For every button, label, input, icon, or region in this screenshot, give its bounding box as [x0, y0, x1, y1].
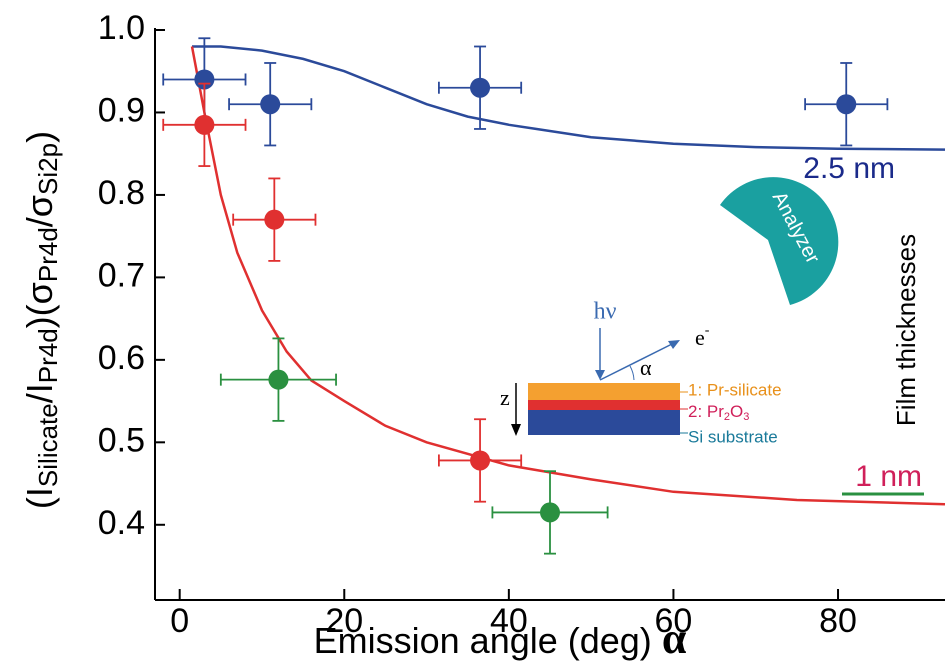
- arrow-head: [595, 370, 605, 380]
- x-tick-label: 20: [325, 602, 363, 640]
- point: [470, 77, 491, 98]
- y-label-part: )(σ: [19, 282, 60, 328]
- y-label-part: Pr4d: [33, 328, 63, 383]
- y-tick-label: 0.4: [98, 504, 145, 542]
- layer-3: [528, 410, 680, 435]
- point: [836, 94, 857, 115]
- y-label-part: Si2p: [33, 143, 63, 195]
- y-tick-label: 0.8: [98, 174, 145, 212]
- electron-label: e-: [695, 323, 710, 350]
- electron-arrow: [599, 341, 677, 381]
- point: [260, 94, 281, 115]
- y-label-part: Silicate: [33, 403, 63, 487]
- x-tick-label: 80: [819, 602, 857, 640]
- x-tick-label: 60: [655, 602, 693, 640]
- y-label-part: (I: [19, 487, 60, 509]
- fit-line: [192, 45, 946, 151]
- analyzer-icon: [720, 177, 839, 305]
- x-tick-label: 40: [490, 602, 528, 640]
- y-label-part: /I: [19, 383, 60, 403]
- series-label: 1 nm: [855, 460, 922, 493]
- y-tick-label: 0.6: [98, 339, 145, 377]
- layer-label: 2: Pr2O3: [688, 402, 749, 422]
- layer-label: Si substrate: [688, 427, 778, 446]
- layer-2: [528, 400, 680, 410]
- y-label-part: ): [19, 131, 60, 143]
- y-tick-label: 0.7: [98, 256, 145, 294]
- x-tick-label: 0: [170, 602, 189, 640]
- angle-arc: [629, 365, 635, 381]
- point: [540, 502, 560, 523]
- layer-label: 1: Pr-silicate: [688, 380, 782, 399]
- point: [194, 114, 215, 135]
- arrow-head: [668, 340, 680, 349]
- photon-label: hν: [594, 299, 617, 325]
- y-tick-label: 0.9: [98, 91, 145, 129]
- y-label-part: Pr4d: [33, 227, 63, 282]
- point: [264, 209, 285, 230]
- y-tick-label: 1.0: [98, 9, 145, 47]
- point: [470, 450, 491, 471]
- depth-label: z: [500, 385, 510, 410]
- point: [268, 369, 289, 390]
- layer-1: [528, 383, 680, 400]
- x-axis-label: Emission angle (deg) α: [314, 614, 687, 663]
- legend-title: Film thicknesses: [891, 234, 921, 426]
- fit-line: [190, 46, 946, 506]
- y-axis-label: (ISilicate/IPr4d)(σPr4d/σSi2p): [19, 131, 63, 509]
- arrow-head: [511, 424, 521, 436]
- y-label-part: /σ: [19, 195, 60, 227]
- angle-label: α: [640, 355, 652, 380]
- series-label: 2.5 nm: [803, 152, 895, 185]
- y-tick-label: 0.5: [98, 421, 145, 459]
